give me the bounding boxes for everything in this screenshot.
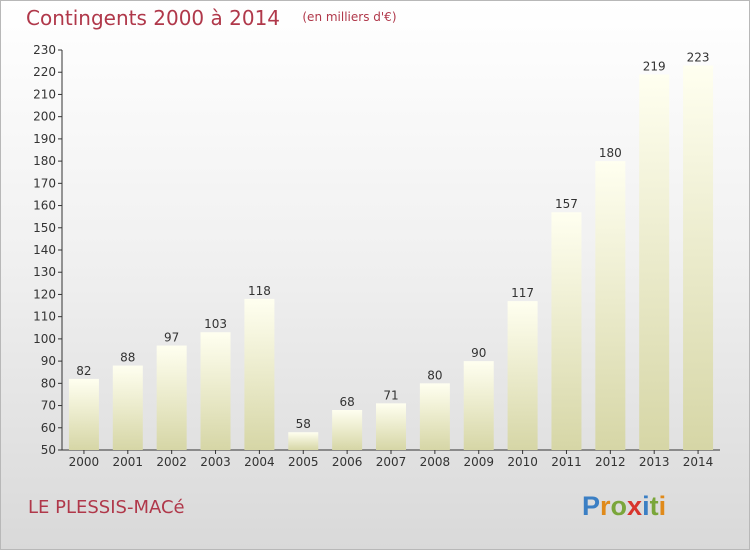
- svg-text:Proxiti: Proxiti: [582, 491, 666, 521]
- y-tick-label: 140: [33, 243, 56, 257]
- y-tick-label: 200: [33, 110, 56, 124]
- bar: [112, 365, 143, 450]
- y-tick-label: 120: [33, 287, 56, 301]
- data-label: 117: [511, 286, 534, 300]
- bar: [244, 298, 275, 450]
- y-tick-label: 110: [33, 310, 56, 324]
- chart-unit: (en milliers d'€): [302, 10, 397, 24]
- data-label: 80: [427, 368, 442, 382]
- y-tick-label: 50: [41, 443, 56, 457]
- data-label: 103: [204, 317, 227, 331]
- y-tick-label: 80: [41, 376, 56, 390]
- bar: [551, 212, 582, 450]
- x-tick-label: 2002: [156, 455, 187, 469]
- bar: [156, 345, 187, 450]
- x-tick-label: 2006: [332, 455, 363, 469]
- y-tick-label: 230: [33, 43, 56, 57]
- y-tick-label: 170: [33, 176, 56, 190]
- y-tick-label: 60: [41, 421, 56, 435]
- x-tick-label: 2013: [639, 455, 670, 469]
- data-label: 88: [120, 351, 135, 365]
- data-label: 118: [248, 284, 271, 298]
- x-tick-label: 2001: [113, 455, 144, 469]
- y-tick-label: 130: [33, 265, 56, 279]
- chart-title: Contingents 2000 à 2014 (en milliers d'€…: [26, 6, 397, 30]
- y-tick-label: 190: [33, 132, 56, 146]
- y-tick-label: 90: [41, 354, 56, 368]
- y-tick-label: 210: [33, 87, 56, 101]
- x-tick-label: 2003: [200, 455, 231, 469]
- chart-title-text: Contingents 2000 à 2014: [26, 6, 281, 30]
- place-name: LE PLESSIS-MACé: [28, 497, 185, 518]
- data-label: 223: [687, 51, 710, 65]
- bar: [595, 161, 626, 450]
- y-tick-label: 220: [33, 65, 56, 79]
- x-tick-label: 2011: [551, 455, 582, 469]
- data-label: 219: [643, 59, 666, 73]
- y-tick-label: 180: [33, 154, 56, 168]
- data-label: 68: [339, 395, 354, 409]
- bar: [463, 361, 494, 450]
- bar: [376, 403, 406, 450]
- y-tick-label: 150: [33, 221, 56, 235]
- bar: [507, 301, 538, 450]
- data-label: 180: [599, 146, 622, 160]
- x-tick-label: 2005: [288, 455, 319, 469]
- data-label: 97: [164, 331, 179, 345]
- data-label: 82: [76, 364, 91, 378]
- proxiti-logo: Proxiti: [582, 491, 666, 521]
- bar: [68, 378, 99, 450]
- x-tick-label: 2010: [507, 455, 538, 469]
- y-tick-label: 160: [33, 199, 56, 213]
- x-tick-label: 2008: [420, 455, 451, 469]
- x-tick-label: 2007: [376, 455, 407, 469]
- data-label: 90: [471, 346, 486, 360]
- x-tick-label: 2009: [463, 455, 494, 469]
- bar: [683, 65, 714, 451]
- x-tick-label: 2012: [595, 455, 626, 469]
- data-label: 58: [296, 417, 311, 431]
- y-tick-label: 100: [33, 332, 56, 346]
- bar: [332, 410, 363, 450]
- x-tick-label: 2000: [69, 455, 100, 469]
- x-tick-label: 2004: [244, 455, 275, 469]
- data-label: 157: [555, 197, 578, 211]
- bar: [639, 74, 670, 450]
- bar: [419, 383, 450, 450]
- x-tick-label: 2014: [683, 455, 714, 469]
- y-tick-label: 70: [41, 399, 56, 413]
- data-label: 71: [383, 388, 398, 402]
- bar: [288, 432, 319, 450]
- bar: [200, 332, 231, 450]
